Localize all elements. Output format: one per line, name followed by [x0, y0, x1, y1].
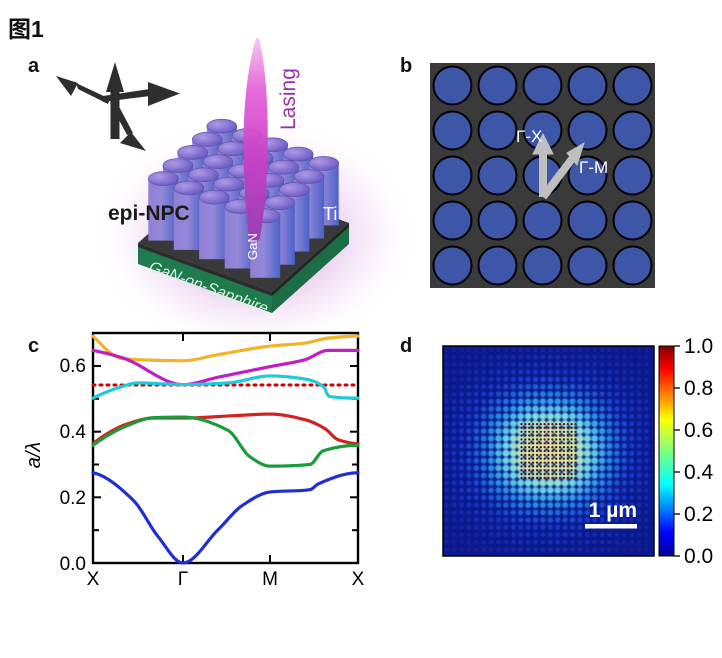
- svg-text:Ti: Ti: [323, 204, 337, 224]
- svg-text:0.2: 0.2: [684, 503, 713, 526]
- svg-text:0.6: 0.6: [60, 356, 86, 377]
- svg-text:Γ-X: Γ-X: [516, 127, 542, 146]
- svg-text:1 µm: 1 µm: [589, 499, 637, 522]
- svg-text:a/λ: a/λ: [23, 442, 45, 469]
- svg-text:0.6: 0.6: [684, 419, 713, 442]
- svg-text:X: X: [87, 569, 100, 590]
- svg-text:X: X: [352, 569, 365, 590]
- svg-text:Γ-M: Γ-M: [579, 158, 608, 177]
- svg-text:0.0: 0.0: [684, 545, 713, 568]
- svg-text:0.4: 0.4: [60, 422, 87, 443]
- svg-text:epi-NPC: epi-NPC: [108, 202, 190, 225]
- svg-text:Γ: Γ: [178, 569, 188, 590]
- svg-text:0.0: 0.0: [60, 554, 86, 575]
- svg-text:M: M: [262, 569, 278, 590]
- svg-text:0.2: 0.2: [60, 488, 86, 509]
- svg-text:GaN: GaN: [245, 233, 260, 260]
- svg-text:Lasing: Lasing: [277, 68, 300, 130]
- svg-text:1.0: 1.0: [684, 335, 713, 358]
- svg-text:0.8: 0.8: [684, 377, 713, 400]
- svg-text:0.4: 0.4: [684, 461, 714, 484]
